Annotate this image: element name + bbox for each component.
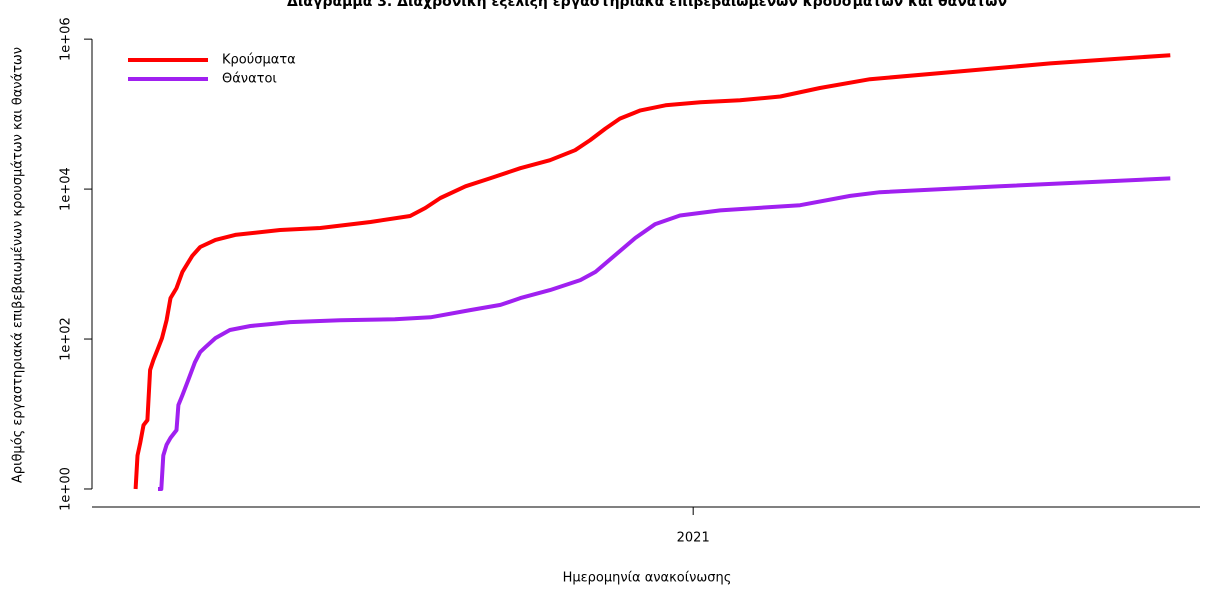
x-axis-title: Ημερομηνία ανακοίνωσης bbox=[563, 571, 732, 586]
series-line bbox=[133, 53, 1171, 490]
y-tick-label: 1e+00 bbox=[59, 467, 74, 511]
y-axis-title: Αριθμός εργαστηριακά επιβεβαιωμένων κρου… bbox=[11, 47, 26, 483]
y-tick-label: 1e+04 bbox=[59, 167, 74, 211]
y-tick-label: 1e+06 bbox=[59, 17, 74, 61]
x-tick-label: 2021 bbox=[677, 531, 710, 546]
legend-label: Θάνατοι bbox=[222, 72, 277, 87]
legend-label: Κρούσματα bbox=[222, 53, 296, 68]
series-line bbox=[158, 176, 1171, 491]
chart-title: Διάγραμμα 3. Διαχρονική εξέλιξη εργαστηρ… bbox=[287, 0, 1007, 10]
y-tick-label: 1e+02 bbox=[59, 317, 74, 361]
